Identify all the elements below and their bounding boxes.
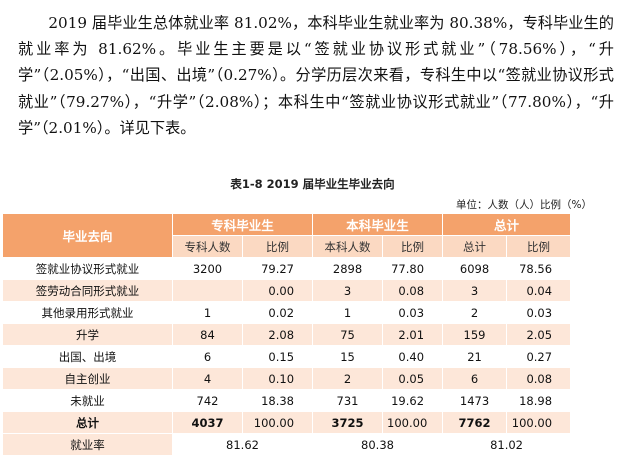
table-cell: 100.00 xyxy=(241,411,314,434)
row-label: 其他录用形式就业 xyxy=(2,301,173,324)
table-cell: 0.05 xyxy=(382,367,444,390)
unit-note: 单位：人数（人）比例（%） xyxy=(456,199,592,211)
table-cell: 84 xyxy=(172,323,243,346)
table-row: 升学 84 2.08 75 2.01 159 2.05 xyxy=(2,323,572,346)
table-cell: 6098 xyxy=(442,257,508,280)
table-cell: 7762 xyxy=(442,411,508,434)
header-row: 毕业去向 专科毕业生 本科毕业生 总计 xyxy=(2,213,572,258)
table-cell: 159 xyxy=(442,323,508,346)
row-label: 出国、出境 xyxy=(2,345,173,368)
table-cell: 75 xyxy=(312,323,384,346)
table-cell: 0.27 xyxy=(506,345,572,368)
table-cell: 100.00 xyxy=(382,411,444,434)
table-cell: 6 xyxy=(172,345,243,368)
subheader-cell: 比例 xyxy=(506,235,572,258)
table-cell: 0.03 xyxy=(506,301,572,324)
table-cell: 0.04 xyxy=(506,279,572,302)
table-cell: 79.27 xyxy=(241,257,314,280)
table-cell: 77.80 xyxy=(382,257,444,280)
table-row: 其他录用形式就业 1 0.02 1 0.03 2 0.03 xyxy=(2,301,572,324)
table-caption: 表1-8 2019 届毕业生毕业去向 xyxy=(230,177,395,191)
table-cell: 4 xyxy=(172,367,243,390)
table-cell: 6 xyxy=(442,367,508,390)
rate-cell: 81.62 xyxy=(171,433,314,456)
table-row: 未就业 742 18.38 731 19.62 1473 18.98 xyxy=(2,389,572,412)
table-cell: 19.62 xyxy=(382,389,444,412)
row-label: 升学 xyxy=(2,323,173,346)
table-row: 签就业协议形式就业 3200 79.27 2898 77.80 6098 78.… xyxy=(2,257,572,280)
table-cell: 4037 xyxy=(172,411,243,434)
subheader-cell: 比例 xyxy=(241,235,314,258)
table-cell: 21 xyxy=(442,345,508,368)
table-cell: 0.40 xyxy=(382,345,444,368)
table-row: 自主创业 4 0.10 2 0.05 6 0.08 xyxy=(2,367,572,390)
table-cell: 18.98 xyxy=(506,389,572,412)
table-cell: 3 xyxy=(312,279,384,302)
table-cell: 3 xyxy=(442,279,508,302)
header-destination: 毕业去向 xyxy=(2,213,173,258)
table-cell: 2898 xyxy=(312,257,384,280)
total-row: 总计 4037 100.00 3725 100.00 7762 100.00 xyxy=(2,411,572,434)
subheader-cell: 比例 xyxy=(382,235,444,258)
table-cell: 0.15 xyxy=(241,345,314,368)
subheader-row: 专科人数 比例 本科人数 比例 总计 比例 xyxy=(3,235,572,258)
row-label: 未就业 xyxy=(2,389,173,412)
table-cell: 0.08 xyxy=(382,279,444,302)
header-group-undergraduate: 本科毕业生 xyxy=(312,213,444,236)
table-cell: 0.08 xyxy=(506,367,572,390)
table-cell: 0.03 xyxy=(382,301,444,324)
table-cell: 742 xyxy=(172,389,243,412)
header-group-junior-college: 专科毕业生 xyxy=(171,213,314,236)
table-row: 出国、出境 6 0.15 15 0.40 21 0.27 xyxy=(2,345,572,368)
summary-text: 2019 届毕业生总体就业率 81.02%，本科毕业生就业率为 80.38%，专… xyxy=(18,14,614,137)
table-cell: 2.01 xyxy=(382,323,444,346)
table-cell: 0.02 xyxy=(241,301,314,324)
rate-cell: 80.38 xyxy=(312,433,444,456)
table-cell: 2 xyxy=(312,367,384,390)
summary-paragraph: 2019 届毕业生总体就业率 81.02%，本科毕业生就业率为 80.38%，专… xyxy=(18,10,614,141)
table-cell: 2.08 xyxy=(241,323,314,346)
subheader-cell: 本科人数 xyxy=(312,235,384,258)
destination-table: 毕业去向 专科毕业生 本科毕业生 总计 专科人数 比例 本科人数 比例 总计 比… xyxy=(2,213,572,456)
table-cell: 100.00 xyxy=(506,411,572,434)
rate-cell: 81.02 xyxy=(442,433,572,456)
subheader-cell: 总计 xyxy=(442,235,508,258)
table-cell: 2 xyxy=(442,301,508,324)
table-cell: 18.38 xyxy=(241,389,314,412)
table-cell: 0.10 xyxy=(241,367,314,390)
row-label: 签劳动合同形式就业 xyxy=(2,279,173,302)
table-cell: 1473 xyxy=(442,389,508,412)
table-cell: 2.05 xyxy=(506,323,572,346)
table-cell xyxy=(172,279,243,302)
table-cell: 15 xyxy=(312,345,384,368)
row-label: 自主创业 xyxy=(2,367,173,390)
table-cell: 1 xyxy=(172,301,243,324)
table-cell: 1 xyxy=(312,301,384,324)
table-row: 签劳动合同形式就业 0.00 3 0.08 3 0.04 xyxy=(2,279,572,302)
subheader-cell: 专科人数 xyxy=(172,235,243,258)
employment-rate-row: 就业率 81.62 80.38 81.02 xyxy=(2,433,572,456)
table-cell: 0.00 xyxy=(241,279,314,302)
table-cell: 3725 xyxy=(312,411,384,434)
table-cell: 3200 xyxy=(172,257,243,280)
row-label: 签就业协议形式就业 xyxy=(2,257,173,280)
table-cell: 78.56 xyxy=(506,257,572,280)
row-label: 总计 xyxy=(2,411,173,434)
table-cell: 731 xyxy=(312,389,384,412)
row-label: 就业率 xyxy=(2,433,173,456)
header-group-total: 总计 xyxy=(442,213,572,236)
